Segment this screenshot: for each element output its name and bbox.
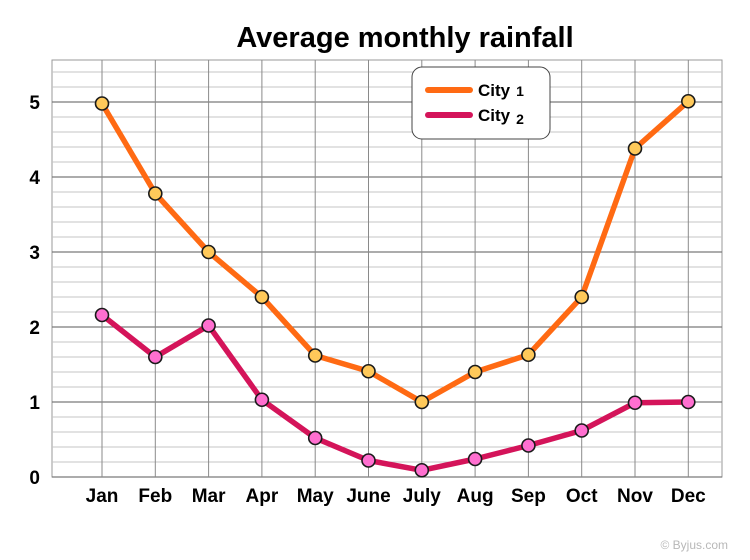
data-point[interactable]	[680, 93, 696, 109]
x-tick-label: May	[297, 486, 334, 507]
data-point[interactable]	[307, 430, 323, 446]
plot-area	[51, 59, 723, 478]
x-tick-label: Oct	[566, 486, 598, 507]
legend-number-city-2: 2	[516, 111, 524, 127]
data-point[interactable]	[627, 141, 643, 156]
x-axis: Jan Feb Mar Apr May June July Aug Sep Oct Nov Dec	[86, 486, 707, 507]
series-line-city-2	[99, 312, 692, 474]
legend-number-city-1: 1	[516, 83, 524, 99]
data-point[interactable]	[254, 289, 270, 305]
data-point[interactable]	[521, 438, 536, 453]
watermark: © Byjus.com	[660, 538, 728, 552]
series-city-2	[94, 307, 696, 478]
legend-label-city-2: City 2	[478, 106, 524, 127]
data-point[interactable]	[414, 394, 430, 410]
x-tick-label: Mar	[192, 486, 226, 507]
data-point[interactable]	[201, 318, 216, 333]
x-tick-label: Apr	[246, 486, 279, 507]
x-tick-label: Jan	[86, 486, 119, 507]
y-tick-label: 1	[29, 393, 40, 414]
y-tick-label: 0	[29, 468, 40, 489]
data-point[interactable]	[574, 423, 590, 438]
series-city-1	[94, 93, 696, 410]
data-series	[94, 93, 696, 478]
data-point[interactable]	[361, 453, 376, 468]
y-tick-label: 2	[29, 318, 40, 339]
x-tick-label: July	[403, 486, 441, 507]
y-tick-label: 5	[29, 93, 40, 114]
data-point[interactable]	[574, 289, 590, 305]
y-tick-label: 3	[29, 243, 40, 264]
legend[interactable]: City 1 City 2	[411, 66, 551, 140]
y-axis: 0 1 2 3 4 5	[29, 93, 40, 489]
data-point[interactable]	[94, 96, 110, 111]
data-point[interactable]	[307, 348, 323, 363]
data-point[interactable]	[627, 395, 643, 411]
data-point[interactable]	[467, 451, 483, 467]
data-point[interactable]	[414, 462, 430, 478]
data-point[interactable]	[361, 363, 376, 379]
series-line-city-1	[99, 98, 692, 405]
x-tick-label: Sep	[511, 486, 546, 507]
legend-name-city-2: City	[478, 106, 511, 125]
x-tick-label: Feb	[138, 486, 172, 507]
data-point[interactable]	[254, 392, 270, 408]
data-point[interactable]	[201, 244, 216, 260]
legend-label-city-1: City 1	[478, 81, 524, 100]
x-tick-label: Dec	[671, 486, 706, 507]
gridlines	[51, 59, 723, 478]
x-tick-label: Aug	[457, 486, 494, 507]
legend-name-city-1: City	[478, 81, 511, 100]
data-point[interactable]	[521, 347, 536, 363]
x-tick-label: June	[346, 486, 390, 507]
data-point[interactable]	[680, 394, 696, 410]
data-point[interactable]	[148, 186, 163, 201]
chart-title: Average monthly rainfall	[236, 22, 573, 54]
data-point[interactable]	[148, 349, 163, 365]
data-point[interactable]	[467, 364, 483, 380]
y-tick-label: 4	[29, 168, 40, 189]
legend-box	[411, 66, 551, 140]
data-point[interactable]	[94, 307, 110, 323]
x-tick-label: Nov	[617, 486, 653, 507]
